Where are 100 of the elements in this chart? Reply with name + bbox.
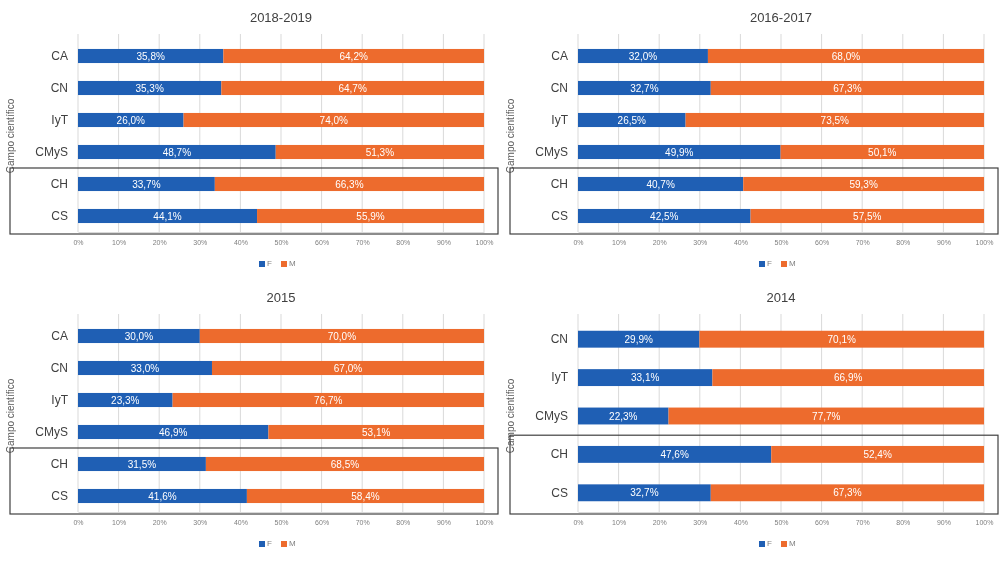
y-tick-label: CH [50, 176, 68, 191]
legend-label: M [789, 539, 796, 549]
bar [199, 328, 484, 344]
bar [771, 445, 984, 463]
y-tick-label: CH [50, 456, 68, 471]
data-label: 29,9% [624, 333, 653, 345]
bar [578, 176, 744, 192]
bar [78, 488, 247, 504]
data-label: 44,1% [153, 210, 182, 222]
bar [78, 144, 276, 160]
data-label: 40,7% [646, 178, 675, 190]
bar [78, 208, 258, 224]
data-label: 74,0% [319, 114, 349, 126]
y-axis-title: Campo científico [505, 98, 516, 174]
bar [710, 80, 984, 96]
chart-title: 2016-2017 [749, 10, 813, 25]
legend-label: M [289, 539, 296, 549]
y-tick-label: CS [51, 488, 68, 503]
data-label: 26,5% [617, 114, 647, 126]
legend-label: F [767, 539, 772, 549]
bar [78, 80, 222, 96]
bar [712, 369, 984, 387]
y-tick-label: CN [50, 80, 68, 95]
y-tick-label: CMyS [35, 424, 68, 439]
y-tick-label: CMyS [535, 144, 568, 159]
bar [578, 48, 708, 64]
y-tick-label: CMyS [535, 408, 568, 423]
data-label: 23,3% [111, 394, 140, 406]
bar [246, 488, 484, 504]
bar [578, 144, 781, 160]
bar [578, 80, 711, 96]
bar [578, 208, 751, 224]
y-tick-label: CH [550, 447, 568, 462]
bar [578, 330, 700, 348]
data-label: 50,1% [868, 146, 897, 158]
bar [78, 424, 269, 440]
data-label: 33,7% [132, 178, 161, 190]
data-label: 42,5% [650, 210, 679, 222]
legend-label: F [267, 539, 272, 549]
bar [205, 456, 484, 472]
data-label: 67,0% [333, 362, 363, 374]
bar [268, 424, 484, 440]
data-label: 35,3% [135, 82, 164, 94]
data-label: 32,0% [628, 50, 658, 62]
data-label: 68,0% [831, 50, 861, 62]
data-label: 35,8% [136, 50, 165, 62]
bar [699, 330, 984, 348]
y-tick-label: CA [51, 328, 68, 343]
data-label: 57,5% [853, 210, 882, 222]
data-label: 67,3% [833, 82, 862, 94]
data-label: 52,4% [863, 448, 892, 460]
data-label: 70,1% [827, 333, 856, 345]
bar [578, 369, 713, 387]
bar [78, 360, 212, 376]
data-label: 55,9% [356, 210, 385, 222]
bar [78, 328, 200, 344]
data-label: 31,5% [127, 458, 157, 470]
data-label: 73,5% [820, 114, 850, 126]
data-label: 41,6% [148, 490, 177, 502]
bar [743, 176, 984, 192]
y-tick-label: CS [551, 208, 568, 223]
y-tick-label: CA [551, 48, 568, 63]
bar [685, 112, 984, 128]
bar [707, 48, 984, 64]
data-label: 22,3% [609, 410, 638, 422]
data-label: 51,3% [365, 146, 395, 158]
bar [668, 407, 984, 425]
y-axis-title: Campo científico [5, 98, 16, 174]
data-label: 47,6% [660, 448, 689, 460]
bar [221, 80, 484, 96]
y-tick-label: IyT [551, 370, 569, 385]
data-label: 33,1% [631, 372, 660, 384]
bar [211, 360, 484, 376]
y-tick-label: CS [551, 485, 568, 500]
y-tick-label: CS [51, 208, 68, 223]
data-label: 58,4% [351, 490, 380, 502]
data-label: 66,9% [834, 372, 863, 384]
legend-label: M [289, 259, 296, 269]
bar [578, 484, 711, 502]
data-label: 32,7% [630, 487, 659, 499]
data-label: 68,5% [330, 458, 360, 470]
y-tick-label: IyT [551, 112, 569, 127]
data-label: 32,7% [630, 82, 659, 94]
data-label: 77,7% [812, 410, 841, 422]
y-axis-title: Campo científico [505, 378, 516, 454]
y-axis-title: Campo científico [5, 378, 16, 454]
y-tick-label: CN [550, 332, 568, 347]
legend-label: M [789, 259, 796, 269]
legend-label: F [267, 259, 272, 269]
data-label: 76,7% [314, 394, 343, 406]
bar [780, 144, 984, 160]
chart-title: 2018-2019 [249, 10, 313, 25]
bar [710, 484, 984, 502]
data-label: 33,0% [130, 362, 160, 374]
data-label: 70,0% [327, 330, 357, 342]
data-label: 49,9% [665, 146, 694, 158]
bar [172, 392, 484, 408]
data-label: 59,3% [849, 178, 878, 190]
data-label: 64,7% [338, 82, 367, 94]
bar [78, 456, 206, 472]
